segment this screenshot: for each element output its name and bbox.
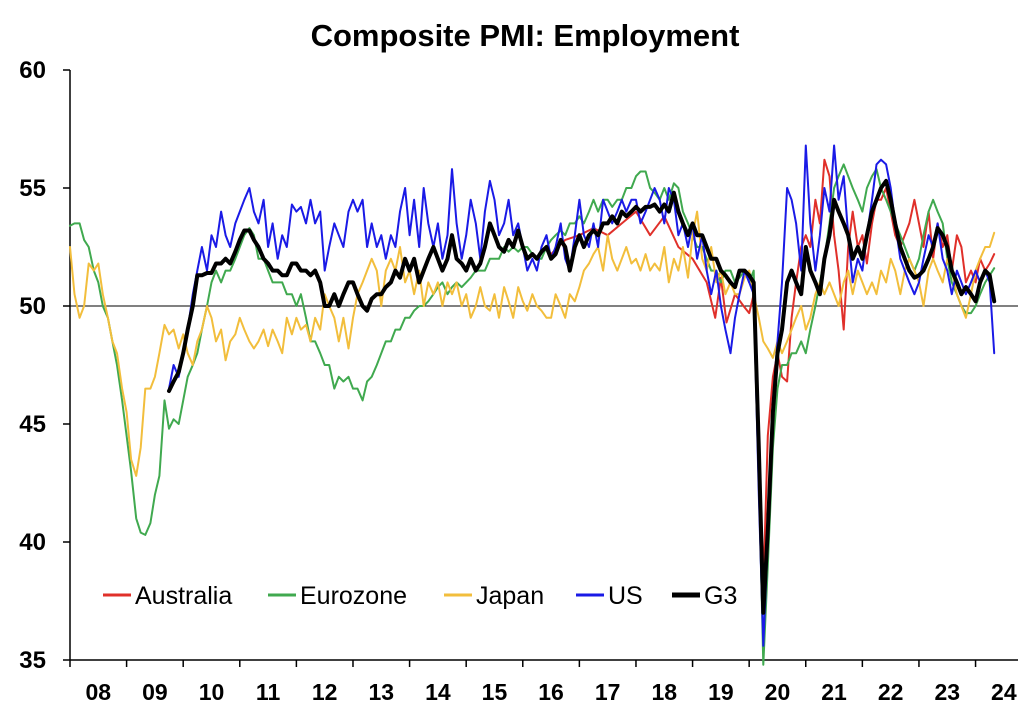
x-tick-label: 18 (651, 679, 677, 705)
x-tick-label: 15 (482, 679, 508, 705)
x-tick-label: 16 (538, 679, 564, 705)
legend-label-japan: Japan (476, 582, 544, 610)
x-tick-label: 10 (199, 679, 225, 705)
x-tick-label: 14 (425, 679, 451, 705)
x-tick-label: 23 (934, 679, 960, 705)
x-tick-label: 12 (312, 679, 338, 705)
chart-title: Composite PMI: Employment (310, 18, 740, 53)
y-tick-label: 55 (19, 175, 46, 202)
y-tick-label: 40 (19, 529, 46, 556)
x-tick-label: 22 (878, 679, 904, 705)
series-line-japan (69, 210, 996, 477)
x-tick-label: 08 (86, 679, 112, 705)
x-tick-label: 13 (368, 679, 394, 705)
y-tick-label: 35 (19, 647, 46, 674)
legend-label-australia: Australia (135, 582, 232, 610)
x-tick-label: 09 (142, 679, 168, 705)
y-tick-label: 50 (19, 293, 46, 320)
x-tick-label: 17 (595, 679, 621, 705)
series-line-us (168, 144, 996, 647)
legend-label-eurozone: Eurozone (300, 582, 407, 610)
x-tick-label: 11 (256, 679, 281, 705)
legend-label-g3: G3 (704, 582, 737, 610)
x-tick-label: 21 (821, 679, 847, 705)
x-tick-label: 19 (708, 679, 734, 705)
x-tick-label: 20 (765, 679, 791, 705)
y-tick-label: 60 (19, 57, 46, 84)
legend-label-us: US (608, 582, 643, 610)
series-line-g3 (167, 178, 997, 615)
y-tick-label: 45 (19, 411, 46, 438)
x-tick-label: 24 (991, 679, 1017, 705)
